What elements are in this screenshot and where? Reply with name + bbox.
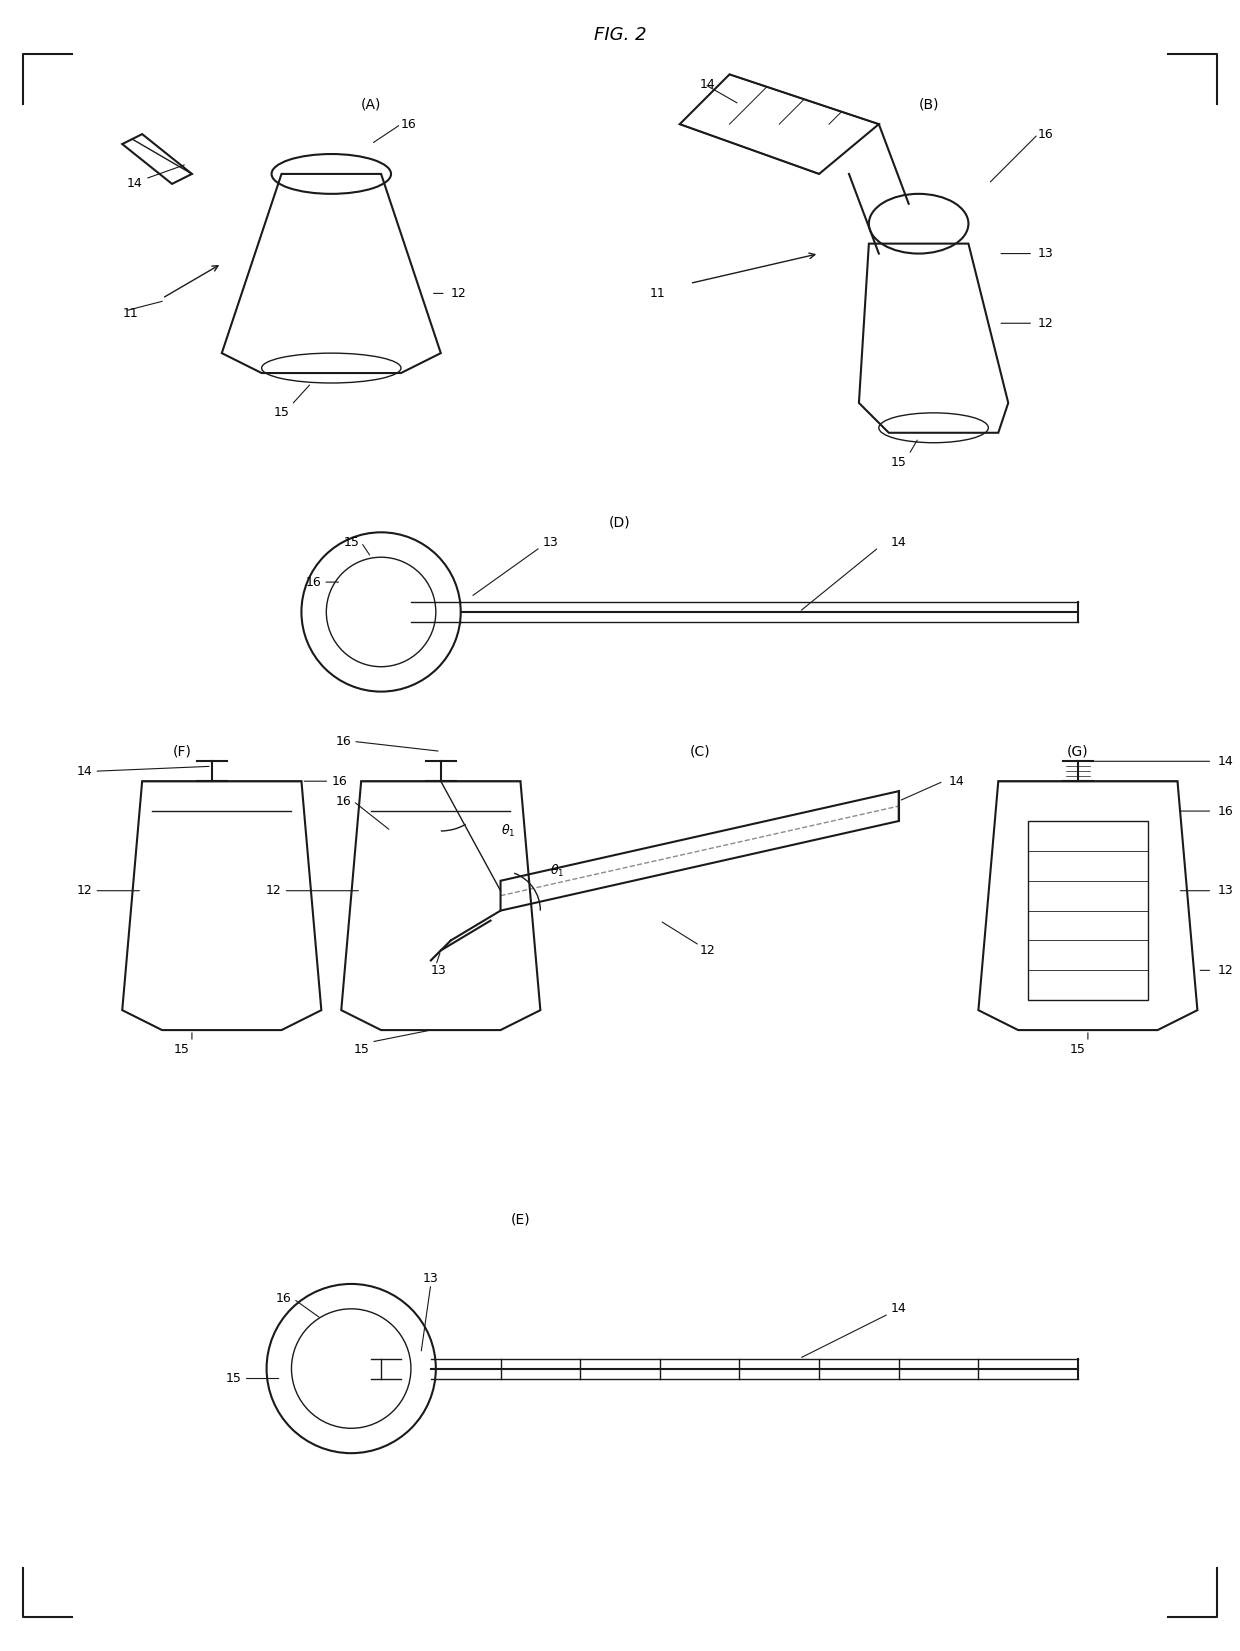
Text: 14: 14 [699,78,715,91]
Text: 16: 16 [336,794,351,807]
Text: (E): (E) [511,1212,531,1227]
Text: 16: 16 [336,735,351,748]
Text: (C): (C) [689,745,711,758]
Text: 16: 16 [331,774,347,788]
Text: 16: 16 [1218,804,1233,817]
Text: 15: 15 [343,537,360,548]
Text: 13: 13 [423,1273,439,1286]
Text: 16: 16 [401,117,417,130]
Text: (F): (F) [172,745,191,758]
Text: (D): (D) [609,515,631,530]
Text: 16: 16 [1038,127,1054,140]
Text: 11: 11 [123,307,138,320]
Text: 13: 13 [1038,248,1054,261]
Text: 12: 12 [1038,317,1054,330]
Text: 16: 16 [275,1293,291,1306]
Text: 11: 11 [650,287,666,300]
Text: 15: 15 [226,1372,242,1385]
Text: 12: 12 [265,885,281,896]
Text: 13: 13 [430,964,446,977]
Text: 15: 15 [1070,1043,1086,1057]
Text: 15: 15 [890,456,906,469]
Text: 12: 12 [451,287,466,300]
Text: $\theta_1$: $\theta_1$ [501,822,515,839]
Text: 15: 15 [274,406,289,419]
Text: 13: 13 [1218,885,1233,896]
Text: (G): (G) [1068,745,1089,758]
Text: 14: 14 [126,177,143,190]
Text: (A): (A) [361,97,382,111]
Text: 15: 15 [353,1043,370,1057]
Text: 14: 14 [949,774,965,788]
Text: (B): (B) [919,97,939,111]
Text: $\theta_1$: $\theta_1$ [551,863,564,878]
Text: FIG. 2: FIG. 2 [594,25,646,43]
Text: 12: 12 [77,885,92,896]
Text: 14: 14 [1218,755,1233,768]
Text: 14: 14 [77,764,92,778]
Text: 16: 16 [305,576,321,589]
Text: 14: 14 [890,537,906,548]
Text: 12: 12 [1218,964,1233,977]
Text: 15: 15 [174,1043,190,1057]
Text: 13: 13 [542,537,558,548]
Text: 12: 12 [699,944,715,958]
Text: 14: 14 [890,1303,906,1316]
